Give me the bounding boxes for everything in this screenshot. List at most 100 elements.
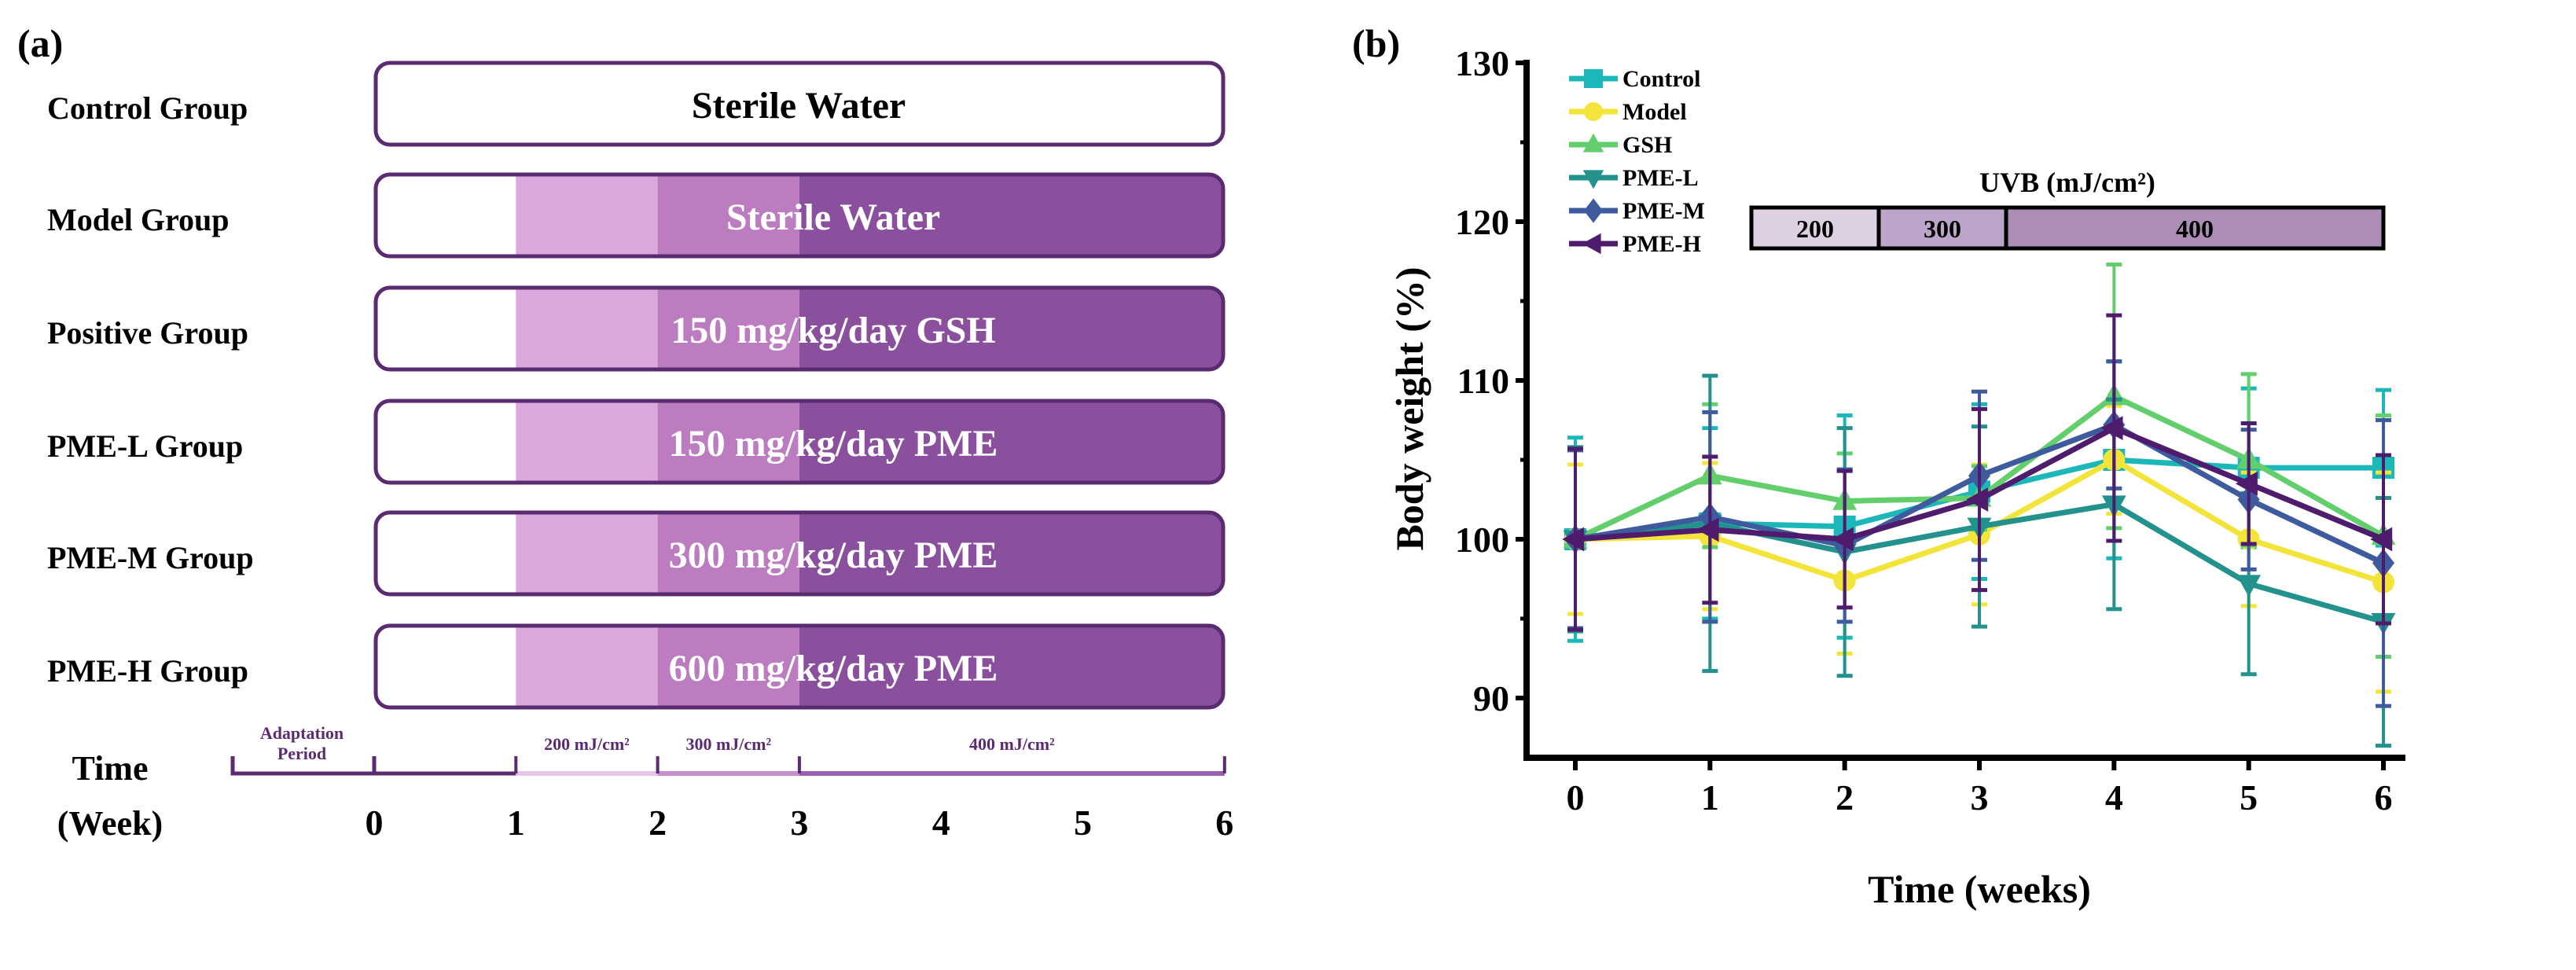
row-border (373, 399, 1226, 485)
segment-200 (516, 288, 658, 369)
adaptation-label-line2: Period (277, 744, 326, 763)
uvb-segment (1876, 205, 2008, 251)
row-fill (376, 63, 1223, 145)
segment-200 (516, 175, 658, 256)
panel-a-label: (a) (17, 21, 63, 65)
legend-label: PME-H (1622, 231, 1701, 257)
marker-diamond (1584, 198, 1603, 223)
marker-triangle-left (2235, 471, 2258, 496)
uvb-segment (2004, 205, 2386, 251)
segment-400 (799, 626, 1223, 707)
treatment-label: 150 mg/kg/day GSH (671, 310, 995, 351)
group-name: PME-L Group (47, 428, 243, 464)
segment-400 (799, 513, 1223, 594)
week-tick-label: 1 (507, 803, 525, 843)
phase-label: 200 mJ/cm² (544, 734, 630, 754)
y-tick-label: 130 (1455, 43, 1509, 83)
x-tick-label: 1 (1701, 777, 1719, 818)
treatment-label: 150 mg/kg/day PME (669, 423, 998, 465)
row-fill (376, 401, 1223, 483)
group-row: PME-H Group 600 mg/kg/day PME (47, 623, 1226, 710)
segment-300 (657, 288, 799, 369)
uvb-segment-label: 400 (2176, 215, 2214, 243)
legend-label: Control (1622, 66, 1700, 92)
week-tick-label: 5 (1074, 803, 1092, 843)
group-row: Positive Group 150 mg/kg/day GSH (47, 285, 1226, 372)
time-label: Time (72, 749, 149, 788)
marker-triangle-left (1696, 517, 1719, 542)
group-row: PME-M Group 300 mg/kg/day PME (47, 510, 1226, 597)
x-tick-label: 4 (2105, 777, 2123, 818)
segment-300 (657, 513, 799, 594)
marker-triangle-left (1562, 527, 1585, 552)
treatment-label: 600 mg/kg/day PME (669, 648, 998, 689)
week-label: (Week) (57, 804, 163, 843)
y-tick-label: 120 (1455, 202, 1509, 242)
y-tick-label: 100 (1455, 520, 1509, 560)
week-tick-label: 6 (1215, 803, 1233, 843)
timeline-axis: Time (Week) Adaptation Period 200 mJ/cm²… (57, 723, 1234, 843)
week-tick-label: 4 (932, 803, 950, 843)
group-row: Model Group Sterile Water (47, 172, 1226, 259)
adaptation-label-line1: Adaptation (260, 723, 344, 743)
uvb-segment (1749, 205, 1881, 251)
row-fill (376, 513, 1223, 594)
marker-triangle-left (1831, 527, 1854, 552)
x-tick-label: 3 (1971, 777, 1989, 818)
y-axis-label: Body weight (%) (1387, 266, 1431, 550)
legend-label: Model (1622, 99, 1687, 125)
group-name: PME-M Group (47, 540, 254, 575)
marker-triangle-left (1582, 233, 1601, 255)
legend-label: GSH (1622, 132, 1672, 158)
x-tick-label: 0 (1567, 777, 1585, 818)
legend-item: GSH (1569, 132, 1672, 158)
legend-item: Control (1569, 66, 1700, 92)
y-tick-label: 110 (1457, 361, 1509, 401)
row-border (373, 510, 1226, 597)
marker-triangle-down (1582, 170, 1604, 189)
x-tick-label: 6 (2375, 777, 2393, 818)
phase-label: 400 mJ/cm² (969, 734, 1055, 754)
treatment-label: Sterile Water (726, 197, 940, 238)
group-name: Positive Group (47, 315, 248, 351)
marker-triangle-left (1966, 487, 1989, 512)
segment-400 (799, 175, 1223, 256)
row-fill (376, 626, 1223, 707)
week-tick-label: 3 (790, 803, 808, 843)
week-tick-label: 2 (649, 803, 667, 843)
marker-square (1584, 69, 1603, 88)
x-tick-label: 5 (2240, 777, 2258, 818)
marker-triangle-left (2100, 416, 2123, 440)
legend-item: PME-H (1569, 231, 1701, 257)
uvb-segment-label: 300 (1924, 215, 1961, 243)
legend-label: PME-M (1622, 198, 1705, 224)
segment-200 (516, 626, 658, 707)
segment-200 (516, 513, 658, 594)
row-fill (376, 288, 1223, 369)
group-row: PME-L Group 150 mg/kg/day PME (47, 399, 1226, 485)
adaptation-bracket (230, 756, 516, 776)
marker-triangle-left (2370, 527, 2393, 552)
legend-item: PME-L (1569, 165, 1699, 191)
segment-300 (657, 626, 799, 707)
segment-300 (657, 175, 799, 256)
legend-item: Model (1569, 99, 1687, 125)
y-tick-label: 90 (1473, 678, 1509, 718)
group-name: Control Group (47, 90, 248, 126)
row-border (373, 61, 1226, 147)
group-row: Control Group Sterile Water (47, 61, 1226, 147)
marker-triangle-down (2236, 575, 2262, 597)
legend-item: PME-M (1569, 198, 1705, 224)
treatment-label: Sterile Water (692, 85, 906, 127)
row-border (373, 285, 1226, 372)
uvb-bar-title: UVB (mJ/cm²) (1979, 167, 2155, 198)
marker-circle (1584, 102, 1603, 121)
marker-triangle-up (1582, 133, 1604, 152)
uvb-segment-label: 200 (1796, 215, 1834, 243)
week-tick-label: 0 (366, 803, 384, 843)
series-pme-h (1562, 313, 2393, 632)
segment-400 (799, 401, 1223, 483)
segment-300 (657, 401, 799, 483)
